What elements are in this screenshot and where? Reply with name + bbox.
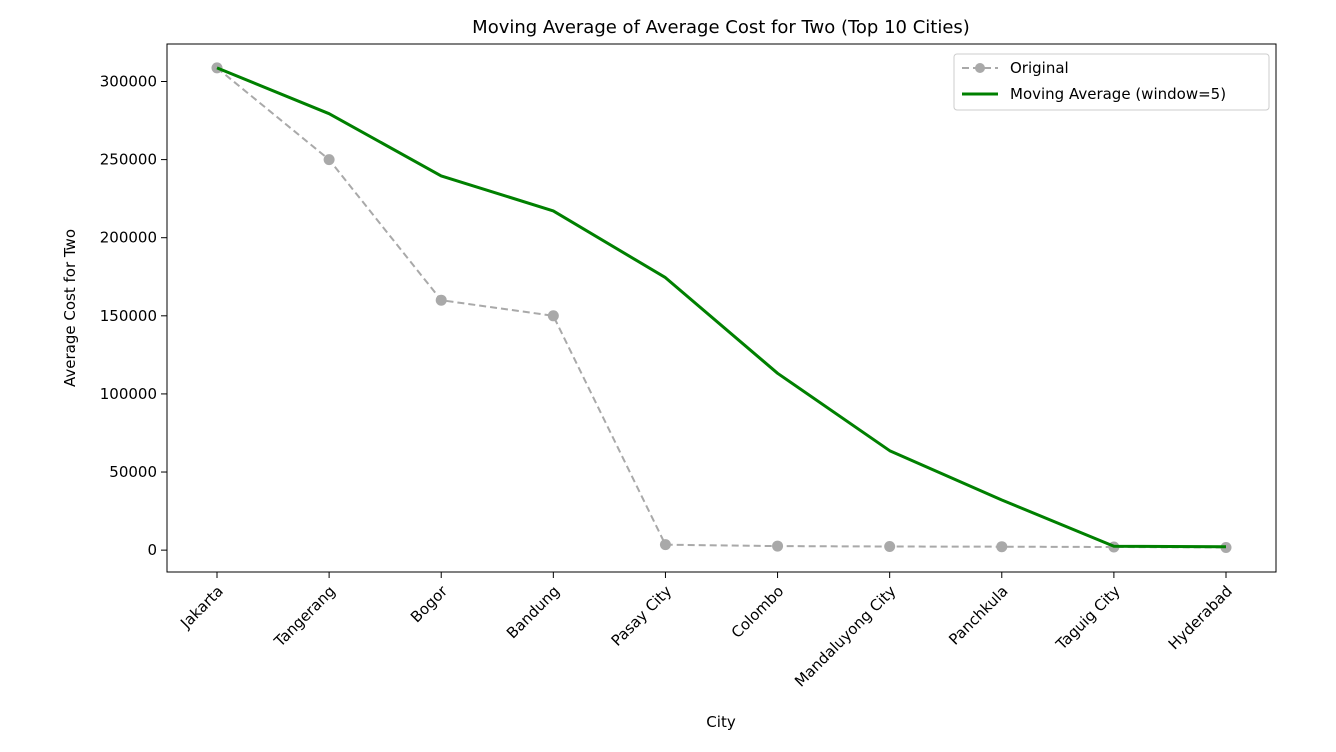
y-tick-label: 300000 <box>100 72 157 90</box>
legend-box <box>953 53 1270 111</box>
legend-original-marker <box>975 63 985 73</box>
x-axis-label: City <box>706 713 736 731</box>
y-axis-label: Average Cost for Two <box>61 229 79 387</box>
plot-area <box>211 62 1232 553</box>
original-series-line <box>216 67 1227 549</box>
original-data-point <box>884 541 896 553</box>
y-tick-label: 50000 <box>109 463 157 481</box>
plot-frame <box>166 43 1277 573</box>
y-tick-label: 200000 <box>100 229 157 247</box>
original-data-point <box>323 154 335 166</box>
legend-moving-average-label: Moving Average (window=5) <box>1010 85 1226 103</box>
y-tick-label: 0 <box>147 541 157 559</box>
original-data-point <box>1220 541 1232 553</box>
chart-title: Moving Average of Average Cost for Two (… <box>472 17 970 38</box>
original-data-point <box>772 540 784 552</box>
original-data-point <box>547 310 559 322</box>
y-axis: 0 50000 100000 150000 200000 250000 300000 <box>100 72 167 559</box>
y-tick-label: 100000 <box>100 385 157 403</box>
y-tick-label: 250000 <box>100 151 157 169</box>
moving-average-series-line <box>216 66 1227 549</box>
original-data-point <box>659 539 671 551</box>
original-data-point <box>435 294 447 306</box>
legend-original-label: Original <box>1010 59 1069 77</box>
original-data-point <box>996 541 1008 553</box>
legend: Original Moving Average (window=5) <box>953 53 1270 111</box>
y-tick-label: 150000 <box>100 307 157 325</box>
